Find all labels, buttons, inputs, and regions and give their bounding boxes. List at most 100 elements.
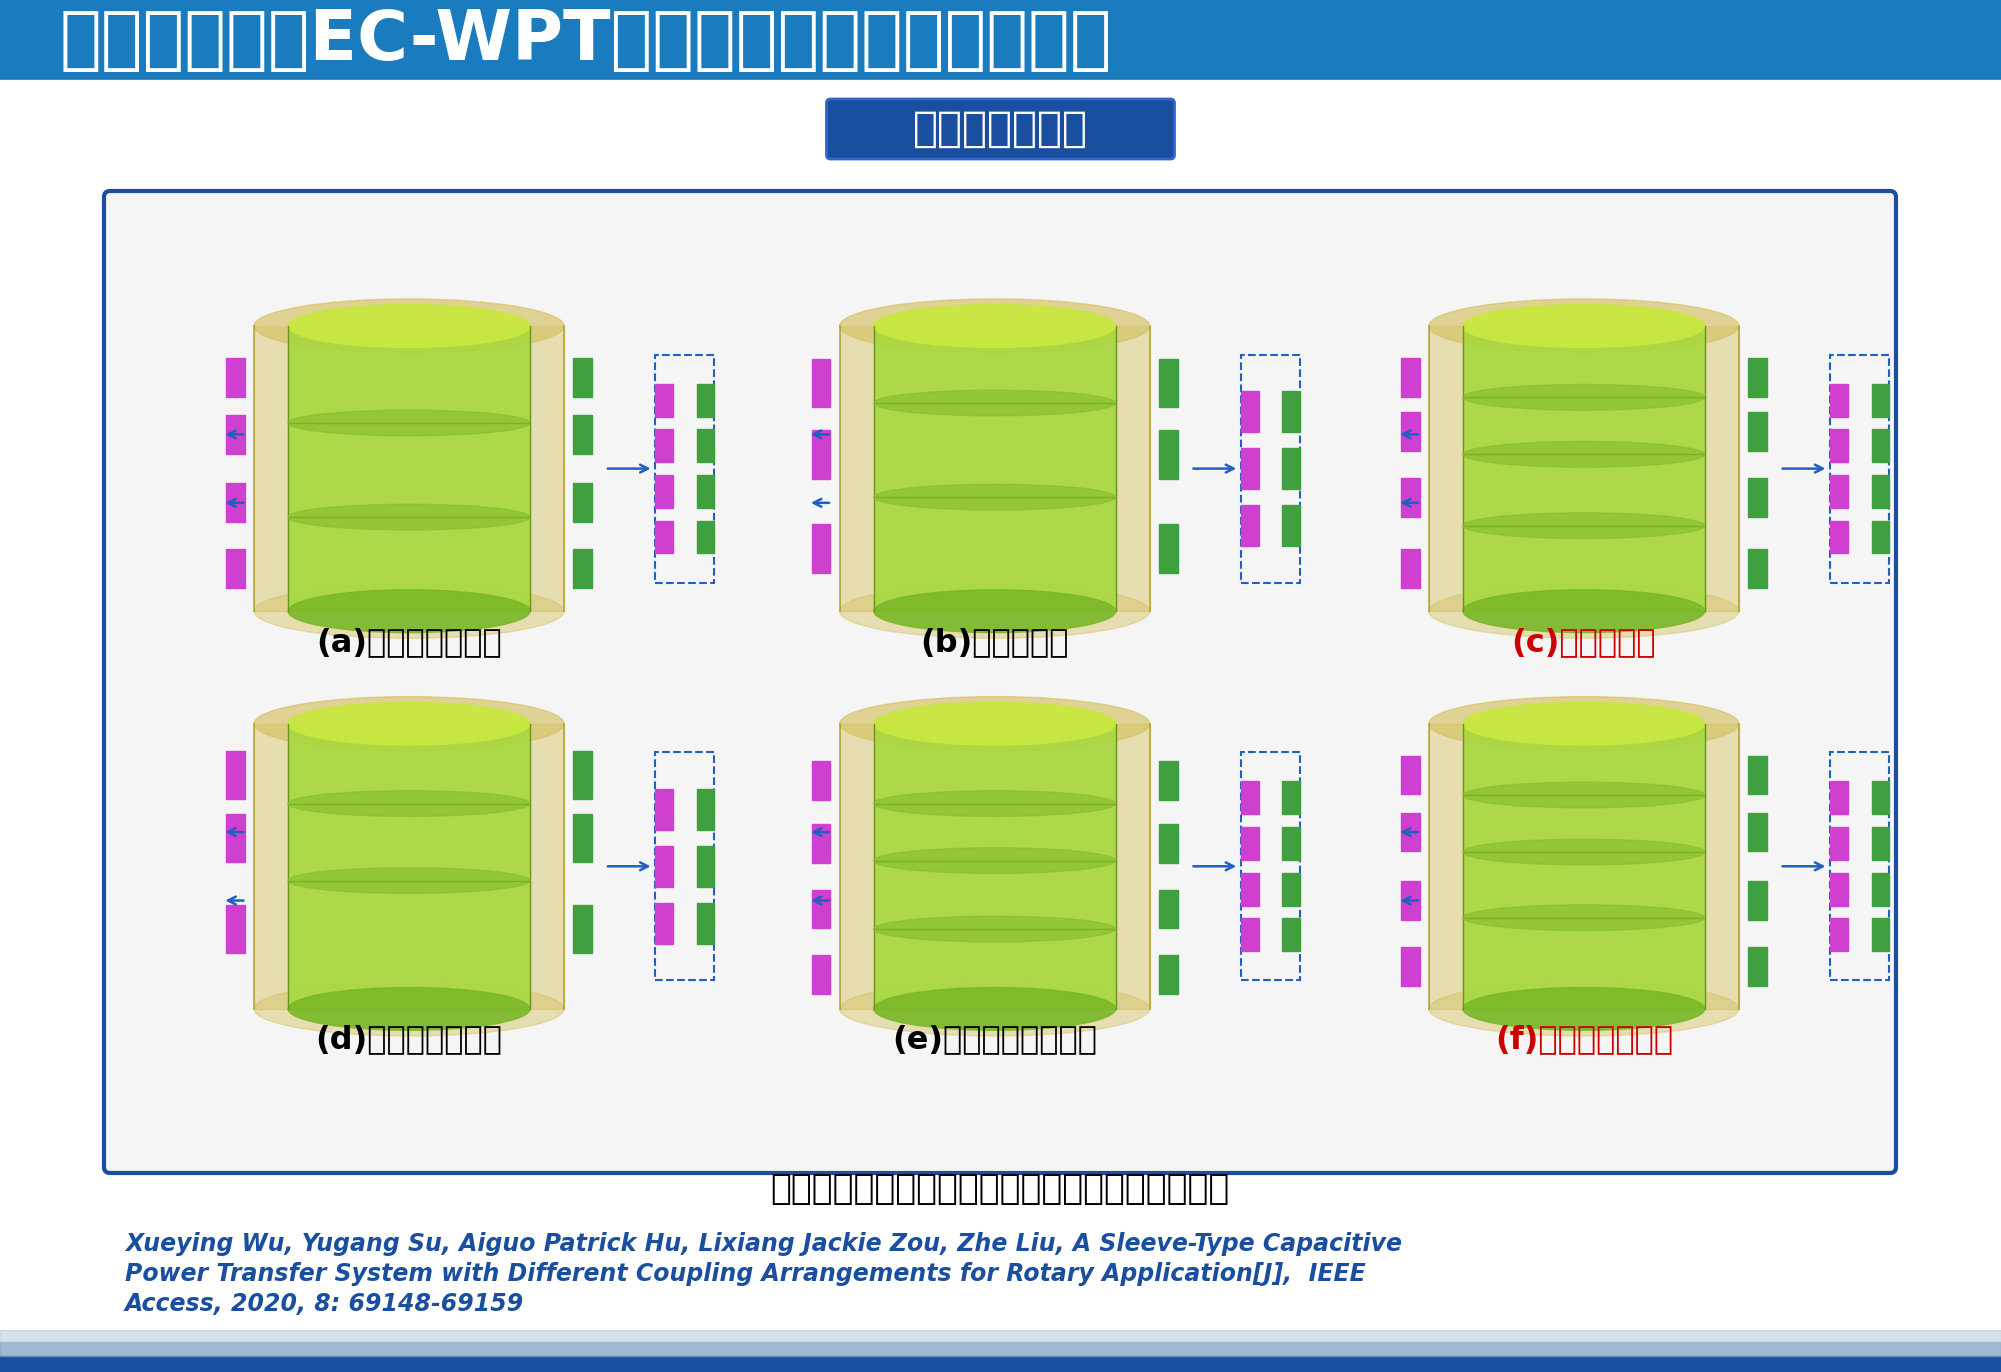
Bar	[0, 1356, 2001, 1372]
Ellipse shape	[840, 982, 1151, 1036]
Bar	[1401, 549, 1419, 587]
Text: (b)零耦合系数: (b)零耦合系数	[920, 627, 1069, 657]
Ellipse shape	[254, 299, 564, 353]
Bar	[656, 789, 672, 830]
FancyBboxPatch shape	[826, 99, 1175, 159]
Bar	[840, 327, 1151, 611]
Bar	[812, 825, 830, 863]
Ellipse shape	[1463, 442, 1705, 468]
Bar	[1241, 918, 1259, 951]
Bar	[1401, 947, 1419, 985]
Bar	[1749, 358, 1767, 397]
Bar	[656, 903, 672, 944]
Bar	[226, 814, 244, 862]
Ellipse shape	[288, 867, 530, 893]
Bar	[812, 955, 830, 995]
Ellipse shape	[288, 305, 530, 347]
Bar	[1283, 391, 1301, 432]
Bar	[812, 889, 830, 929]
Text: Xueying Wu, Yugang Su, Aiguo Patrick Hu, Lixiang Jackie Zou, Zhe Liu, A Sleeve-T: Xueying Wu, Yugang Su, Aiguo Patrick Hu,…	[124, 1232, 1403, 1255]
Bar	[1749, 549, 1767, 587]
Bar	[574, 414, 592, 454]
Text: (c)负耦合系数: (c)负耦合系数	[1511, 627, 1657, 657]
Bar	[1871, 475, 1889, 508]
Ellipse shape	[874, 790, 1117, 816]
Bar	[1429, 327, 1739, 611]
Bar	[1283, 782, 1301, 814]
Ellipse shape	[288, 590, 530, 632]
Ellipse shape	[288, 505, 530, 530]
Bar	[226, 750, 244, 800]
Text: (e)更小的负耦合系数: (e)更小的负耦合系数	[892, 1025, 1097, 1055]
Text: 具有不同耦合特性的套筒式耦合机构及其竖切面图: 具有不同耦合特性的套筒式耦合机构及其竖切面图	[770, 1172, 1231, 1206]
FancyBboxPatch shape	[104, 191, 1897, 1173]
Bar	[0, 1329, 2001, 1342]
Bar	[1283, 827, 1301, 860]
Bar	[1401, 756, 1419, 794]
Bar	[1871, 918, 1889, 951]
Bar	[1241, 391, 1259, 432]
Ellipse shape	[840, 299, 1151, 353]
Bar	[1241, 752, 1301, 981]
Bar	[1401, 477, 1419, 516]
Bar	[1159, 889, 1177, 929]
Ellipse shape	[254, 584, 564, 638]
Ellipse shape	[1463, 782, 1705, 808]
Bar	[656, 429, 672, 462]
Bar	[874, 327, 1117, 611]
Ellipse shape	[840, 697, 1151, 750]
Ellipse shape	[874, 484, 1117, 510]
Bar	[696, 475, 714, 508]
Bar	[1283, 449, 1301, 490]
Ellipse shape	[288, 790, 530, 816]
Bar	[1831, 520, 1849, 553]
Bar	[1159, 429, 1177, 479]
Text: 套筒式耦合机构: 套筒式耦合机构	[912, 108, 1089, 150]
Bar	[812, 429, 830, 479]
Ellipse shape	[874, 590, 1117, 632]
Ellipse shape	[1463, 590, 1705, 632]
Bar	[656, 520, 672, 553]
Bar	[574, 814, 592, 862]
Ellipse shape	[1463, 988, 1705, 1030]
Bar	[1463, 327, 1705, 611]
Ellipse shape	[1429, 299, 1739, 353]
Bar	[226, 483, 244, 523]
Bar	[1241, 827, 1259, 860]
Bar	[1749, 881, 1767, 919]
Bar	[574, 358, 592, 397]
Bar	[254, 327, 564, 611]
Ellipse shape	[874, 988, 1117, 1030]
Ellipse shape	[840, 584, 1151, 638]
Bar	[1831, 429, 1849, 462]
Bar	[1831, 782, 1849, 814]
Bar	[288, 723, 530, 1008]
Bar	[1831, 475, 1849, 508]
Bar	[1159, 359, 1177, 407]
Ellipse shape	[254, 697, 564, 750]
Bar	[1871, 520, 1889, 553]
Bar	[1871, 782, 1889, 814]
Bar	[288, 327, 530, 611]
Bar	[1831, 354, 1889, 583]
Ellipse shape	[288, 702, 530, 745]
Bar	[656, 384, 672, 417]
Bar	[696, 845, 714, 886]
Bar	[1463, 723, 1705, 1008]
Bar	[1159, 524, 1177, 572]
Bar	[1429, 723, 1739, 1008]
Bar	[574, 483, 592, 523]
Bar	[1831, 918, 1849, 951]
Ellipse shape	[874, 848, 1117, 874]
Ellipse shape	[1463, 840, 1705, 864]
Bar	[1283, 505, 1301, 546]
Bar	[1283, 873, 1301, 906]
Bar	[1749, 812, 1767, 852]
Bar	[1401, 812, 1419, 852]
Ellipse shape	[874, 390, 1117, 416]
Bar	[1871, 873, 1889, 906]
Bar	[1401, 881, 1419, 919]
Bar	[840, 723, 1151, 1008]
Ellipse shape	[1463, 702, 1705, 745]
Bar	[1749, 477, 1767, 516]
